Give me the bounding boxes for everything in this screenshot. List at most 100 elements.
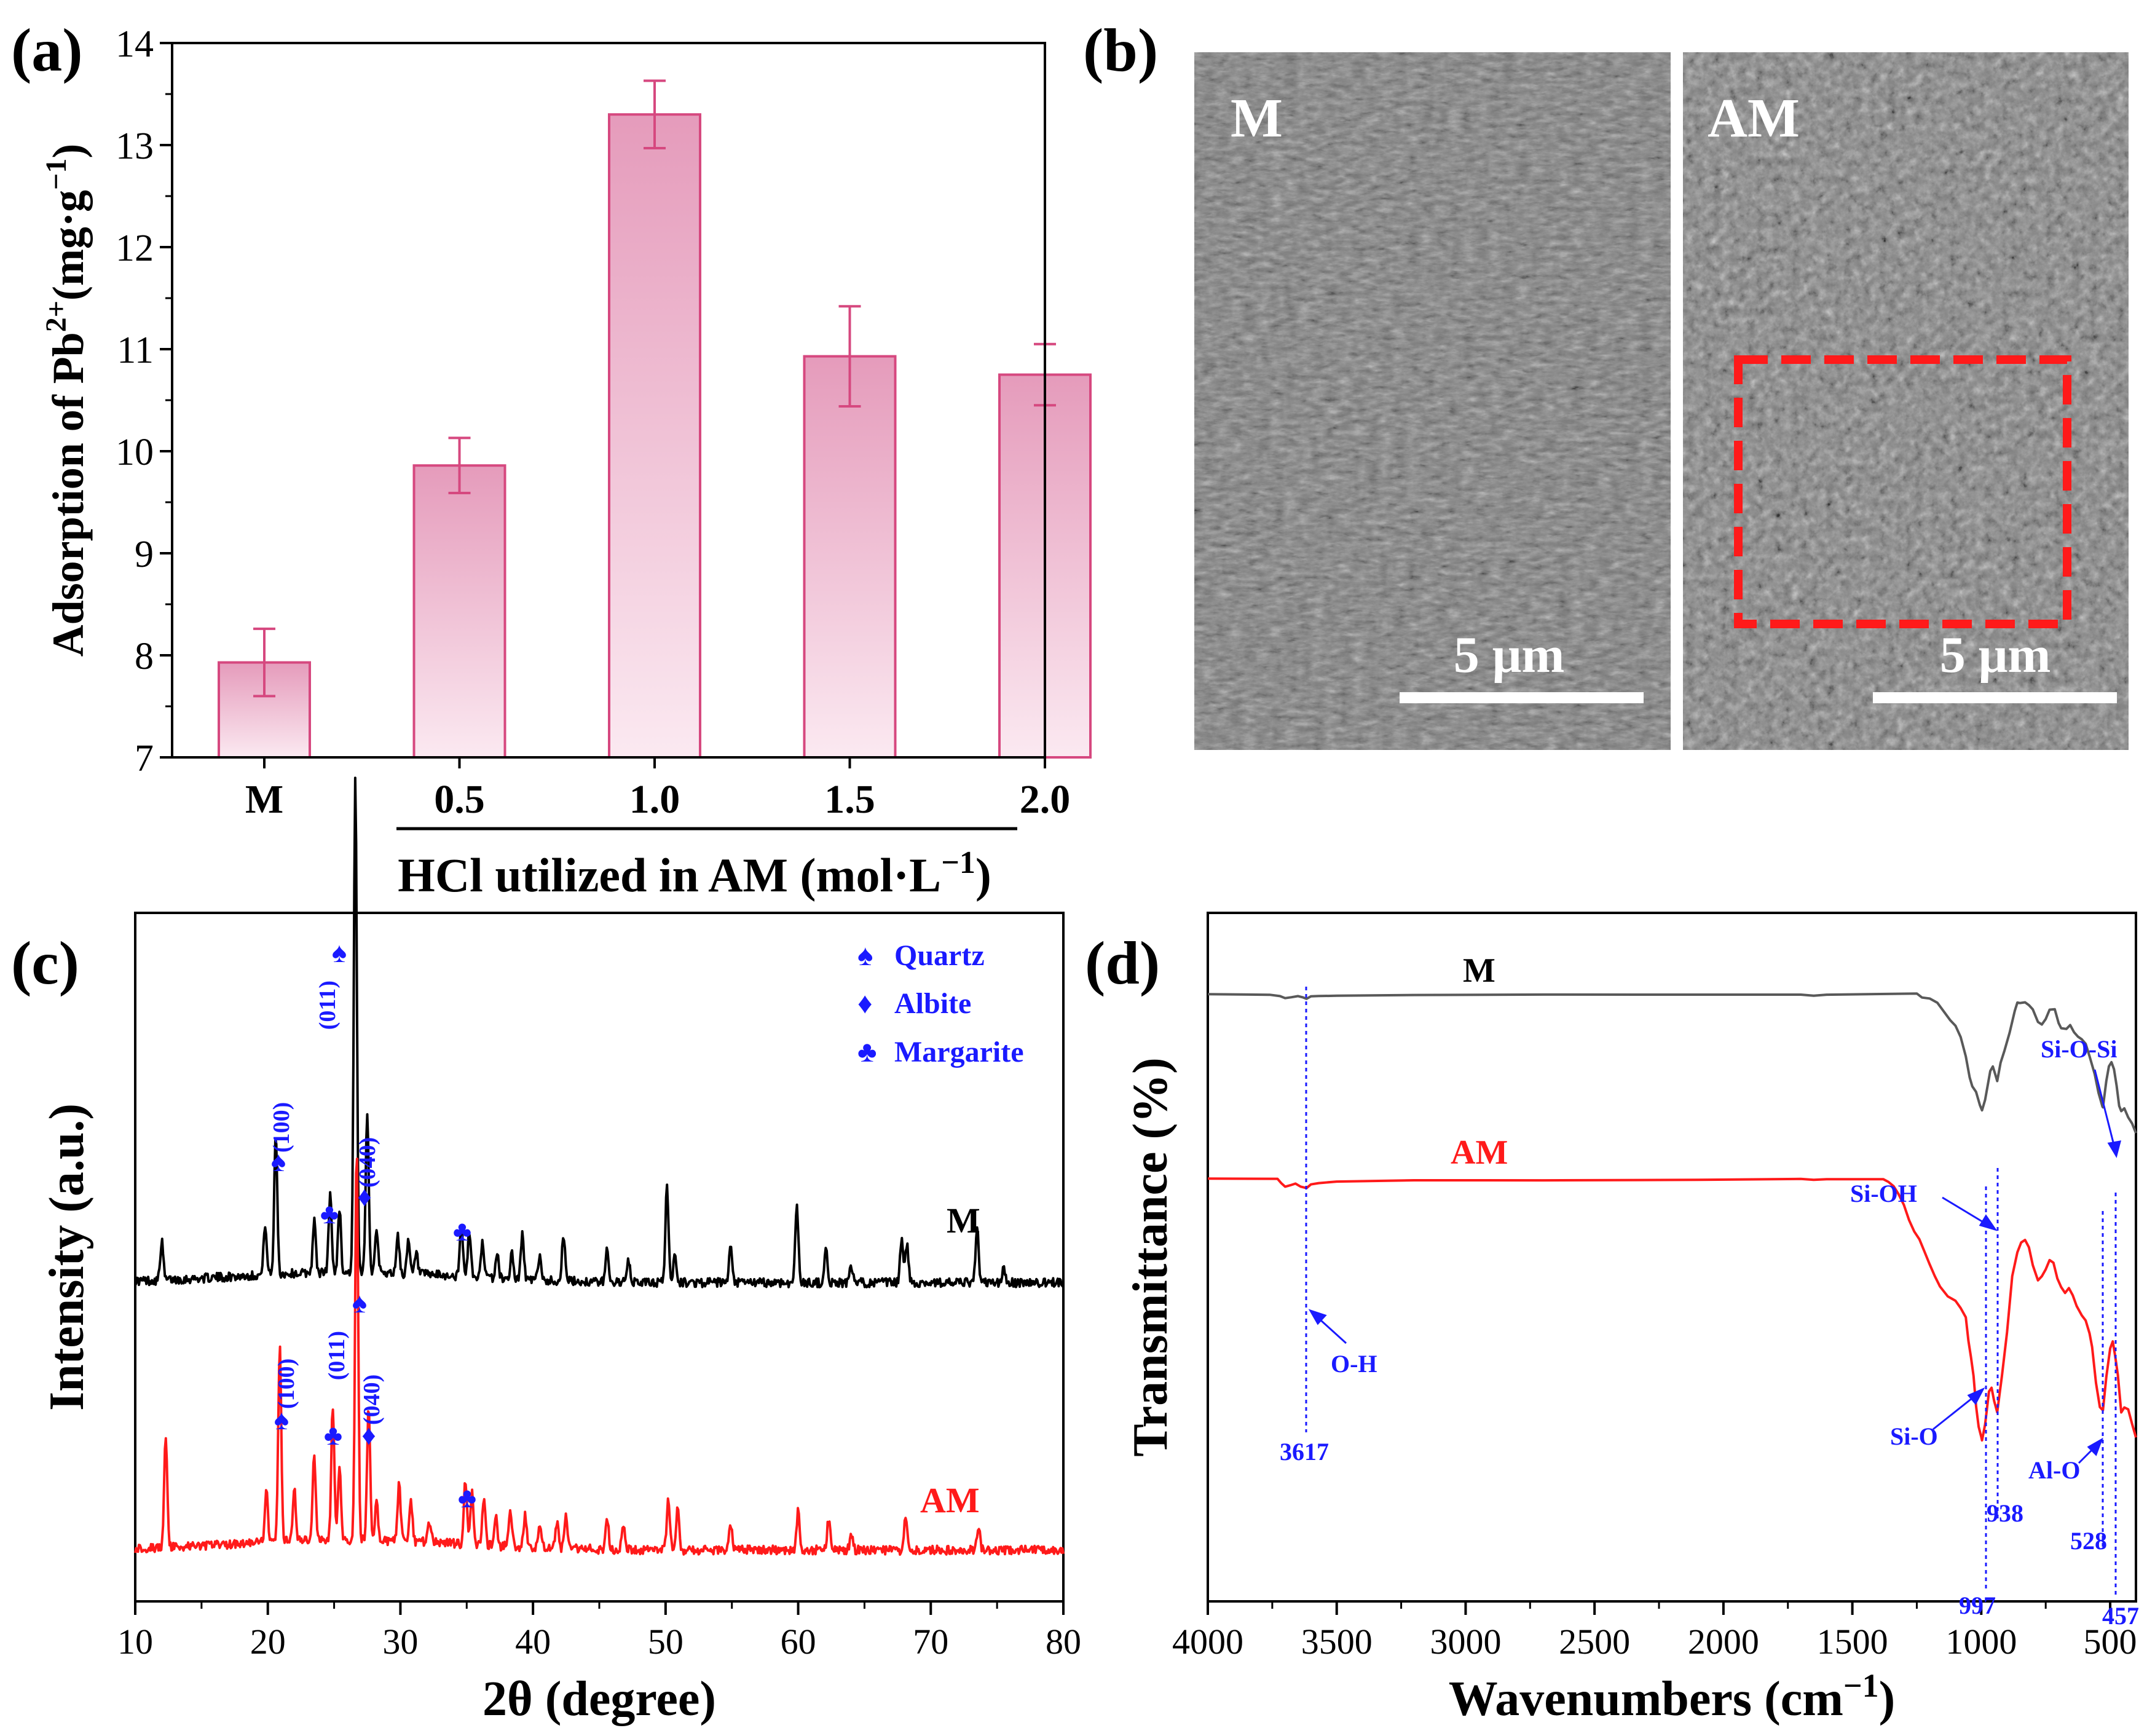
series-label-m-c: M [947, 1201, 980, 1241]
legend-label-albite: Albite [894, 987, 971, 1020]
bar-1.0 [608, 113, 701, 759]
y-tick-label-a: 13 [116, 125, 154, 167]
peak-label-m-100: (100) [269, 1102, 294, 1153]
x-tick-label-a: 1.0 [629, 777, 680, 822]
series-label-am-c: AM [920, 1480, 980, 1520]
wavenumber-997: 997 [1959, 1592, 1996, 1619]
x-tick-label-c: 60 [781, 1622, 816, 1662]
peak-symbol-m-040: ♦ [357, 1181, 371, 1212]
y-axis-title-c: Intensity (a.u.) [40, 1103, 94, 1411]
x-tick-label-d: 3500 [1301, 1622, 1373, 1662]
xrd-line-M [134, 776, 1065, 1288]
x-axis-title-d: Wavenumbers (cm−1) [1449, 1667, 1896, 1726]
sem-image-m [1194, 52, 1671, 750]
xrd-line-AM [134, 1158, 1065, 1556]
peak-symbol-m-club-35: ♣ [453, 1215, 471, 1247]
legend-symbol-margarite: ♣ [857, 1036, 877, 1068]
scale-bar-label-am: 5 μm [1940, 626, 2051, 684]
x-tick-label-d: 1000 [1945, 1622, 2017, 1662]
band-label-alo: Al-O [2028, 1456, 2080, 1484]
plot-frame-d [1207, 912, 2137, 1603]
peak-label-m-011: (011) [315, 980, 341, 1030]
wavenumber-528: 528 [2070, 1527, 2107, 1555]
band-label-sioh: Si-OH [1850, 1180, 1917, 1207]
x-tick-label-a: M [245, 777, 283, 822]
bar-0.5 [412, 464, 506, 759]
peak-symbol-m-011: ♠ [332, 937, 347, 968]
legend-label-margarite: Margarite [894, 1036, 1024, 1068]
y-tick-label-a: 10 [116, 432, 154, 473]
legend-label-quartz: Quartz [894, 939, 985, 972]
ftir-annotations: O-H 3617 Si-OH Si-O Si-O-Si Al-O 938 997… [1280, 1035, 2139, 1630]
panel-d-label: (d) [1085, 929, 1160, 997]
sem-image-am [1683, 52, 2129, 750]
error-bar-group [253, 79, 1056, 698]
x-tick-label-d: 2000 [1688, 1622, 1759, 1662]
series-label-am-d: AM [1451, 1134, 1508, 1172]
peak-label-am-011: (011) [324, 1331, 350, 1380]
x-axis-title-c: 2θ (degree) [483, 1672, 716, 1726]
ftir-line-M [1207, 992, 2137, 1134]
y-tick-label-a: 14 [116, 23, 154, 65]
peak-symbol-am-011: ♠ [352, 1287, 367, 1319]
wavenumber-938: 938 [1987, 1499, 2023, 1527]
band-label-oh: O-H [1331, 1350, 1377, 1378]
x-tick-label-c: 40 [515, 1622, 551, 1662]
wavenumber-457: 457 [2102, 1602, 2139, 1630]
series-label-m-d: M [1463, 952, 1495, 990]
scale-bar-am [1873, 692, 2117, 703]
x-tick-label-d: 4000 [1172, 1622, 1243, 1662]
x-tick-label-c: 70 [913, 1622, 948, 1662]
y-tick-label-a: 11 [117, 329, 154, 371]
legend-c: ♠ Quartz ♦ Albite ♣ Margarite [857, 939, 1024, 1068]
x-tick-label-a: 1.5 [824, 777, 875, 822]
reference-lines [1305, 987, 2117, 1598]
x-tick-label-d: 3000 [1430, 1622, 1501, 1662]
x-axis-a: M 0.5 1.0 1.5 2.0 [245, 757, 1070, 822]
legend-symbol-albite: ♦ [857, 987, 873, 1020]
x-tick-label-d: 2500 [1559, 1622, 1630, 1662]
x-tick-label-a: 2.0 [1020, 777, 1071, 822]
x-tick-label-a: 0.5 [434, 777, 485, 822]
wavenumber-3617: 3617 [1280, 1438, 1329, 1466]
peak-symbol-m-100: ♠ [271, 1146, 286, 1177]
y-axis-title-d: Transmittance (%) [1124, 1057, 1178, 1457]
sem-label-m: M [1231, 88, 1283, 149]
bar-group [218, 113, 1092, 759]
annotation-arrows [1308, 1069, 2122, 1464]
bar-1.5 [803, 355, 897, 759]
highlight-region-box [1734, 355, 2071, 628]
peak-symbol-am-100: ♠ [274, 1404, 289, 1435]
panel-c: (c) 10 20 30 40 50 60 70 80 2θ (degree) Intensi… [11, 776, 1081, 1726]
xrd-series-group [134, 776, 1065, 1556]
y-tick-label-a: 12 [116, 227, 154, 269]
peak-symbol-m-club-25: ♣ [320, 1198, 339, 1229]
x-axis-d: 4000 3500 3000 2500 2000 1500 1000 500 [1172, 1601, 2137, 1662]
panel-b-label: (b) [1083, 16, 1158, 84]
sem-label-am: AM [1708, 88, 1800, 149]
x-axis-title-a: HCl utilized in AM (mol·L−1) [398, 845, 991, 902]
x-tick-label-c: 10 [117, 1622, 153, 1662]
peak-symbol-am-club-35: ♣ [458, 1482, 476, 1513]
x-tick-label-d: 1500 [1817, 1622, 1888, 1662]
x-tick-label-c: 50 [648, 1622, 684, 1662]
panel-a: (a) 7 8 9 10 11 12 13 14 M 0.5 1.0 1.5 2.0 HCl util… [11, 16, 1092, 902]
peak-label-am-100: (100) [274, 1359, 299, 1409]
peak-label-am-040: (040) [359, 1375, 385, 1425]
band-label-siosi: Si-O-Si [2041, 1035, 2117, 1063]
x-tick-label-d: 500 [2084, 1622, 2137, 1662]
panel-d: (d) 4000 3500 3000 2500 2000 1500 1000 500 Wave… [1085, 912, 2139, 1726]
y-tick-label-a: 8 [135, 636, 154, 677]
y-tick-label-a: 7 [135, 738, 154, 779]
y-axis-a: 7 8 9 10 11 12 13 14 [116, 23, 172, 779]
panel-b: (b) M AM 5 μm 5 μm [1083, 16, 2129, 750]
y-axis-title-a: Adsorption of Pb2+(mg·g−1) [40, 144, 93, 657]
y-tick-label-a: 9 [135, 534, 154, 575]
band-label-sio: Si-O [1890, 1422, 1938, 1450]
scale-bar-label-m: 5 μm [1454, 626, 1565, 684]
peak-symbol-am-040: ♦ [361, 1419, 376, 1451]
x-axis-c: 10 20 30 40 50 60 70 80 [117, 1601, 1081, 1662]
panel-c-label: (c) [11, 929, 79, 997]
peak-label-m-040: (040) [355, 1137, 380, 1188]
